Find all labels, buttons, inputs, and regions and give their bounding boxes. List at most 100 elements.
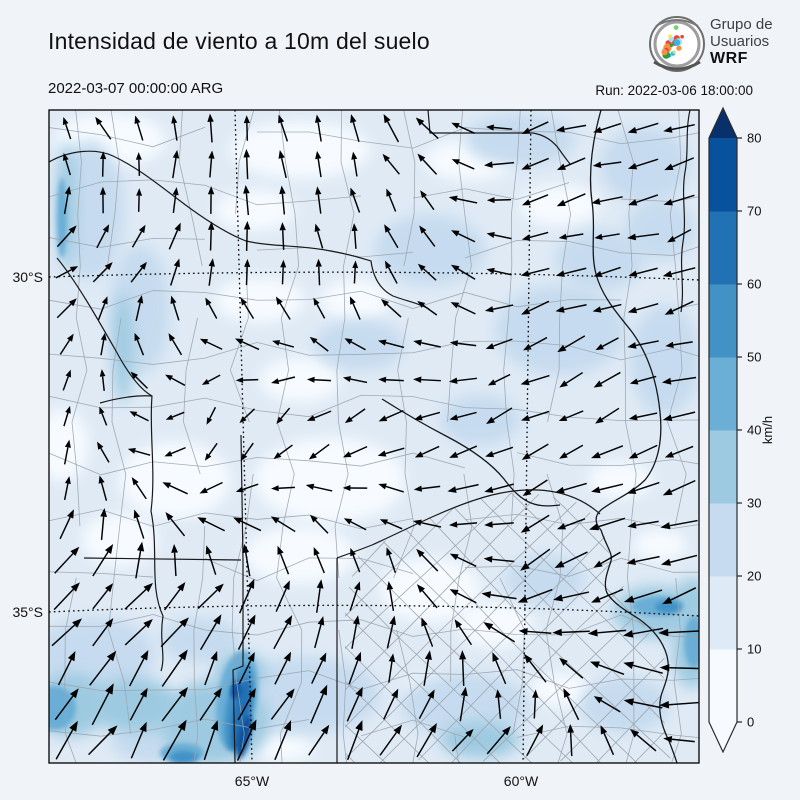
wind-arrow-head [134,115,141,124]
logo-speck [668,34,673,39]
wind-arrow-head [421,617,428,627]
wind-arrow-head [623,595,635,603]
wind-arrow [245,157,249,180]
wind-arrow [352,121,360,143]
wind-arrow-head [659,664,670,672]
wind-arrow-head [305,483,315,490]
longitude-gridline [522,110,532,763]
province-border [427,110,571,165]
wind-arrow [135,413,149,422]
wind-arrow-head [449,340,459,347]
wind-arrow-head [179,617,189,628]
wind-arrow [59,516,71,540]
wind-arrow-head [659,700,670,709]
wind-speed-shading [655,601,681,613]
wind-arrow [100,516,105,541]
department-boundary [503,110,521,527]
wind-arrow [281,267,284,285]
wind-arrow-head [377,450,387,457]
wind-arrow [63,447,69,465]
wind-arrow-head [313,546,320,556]
wind-arrow [533,697,537,719]
wind-arrow-head [199,338,209,345]
wind-arrow [597,629,627,634]
wind-arrow [274,729,288,761]
wind-arrow-head [380,298,390,307]
wind-arrow-head [384,224,391,233]
wind-arrow-head [349,296,356,305]
wind-arrow [494,373,511,383]
wind-arrow-head [213,614,222,625]
department-boundary [345,491,671,763]
wind-arrow-head [100,508,108,518]
wind-arrow [172,157,177,179]
wind-arrow [457,522,478,526]
longitude-tick-label: 65°W [235,773,270,789]
wind-arrow [383,696,396,720]
wind-arrow-head [239,416,247,424]
wind-arrow [635,233,660,238]
colorbar-tick-label: 10 [747,642,761,657]
wind-arrow-head [247,614,256,625]
wind-arrow-head [521,163,531,170]
wind-arrow [100,447,110,463]
wind-arrow [492,522,514,526]
wind-arrow-head [419,225,427,234]
wind-arrow [668,701,699,706]
wind-arrow [418,696,432,720]
wind-arrow-head [164,450,173,457]
wind-arrow [492,161,515,166]
wind-arrow [207,374,221,383]
wind-arrow-head [627,126,638,134]
wind-arrow [172,194,177,213]
wind-arrow-head [413,519,422,526]
department-boundary [482,491,671,762]
wind-arrow-head [451,159,460,165]
wind-arrow [564,335,586,349]
river-coastline [589,110,662,531]
wind-arrow-head [627,521,637,529]
wind-arrow [387,267,398,284]
wind-arrow [636,734,657,752]
wind-speed-shading [684,616,699,668]
wind-speed-shading [600,127,690,203]
wind-arrow [314,624,322,649]
wind-arrow [57,659,72,686]
wind-arrow-head [558,415,568,422]
wind-arrow [528,157,549,168]
wind-arrow [199,622,217,651]
wind-arrow [135,483,147,500]
wind-arrow [673,341,693,346]
wind-arrow-head [350,114,357,123]
wind-arrow [55,729,74,760]
wind-arrow [131,231,143,248]
wind-arrow-head [133,509,141,519]
wind-arrow-head [414,451,424,458]
wind-arrow-head [283,720,292,732]
department-boundary [454,733,460,763]
wind-arrow-head [208,150,215,159]
wind-arrow-head [663,198,673,206]
department-boundary [49,340,699,365]
wind-arrow [100,482,108,501]
wind-arrow [352,194,361,213]
wind-arrow-head [521,452,531,460]
wind-arrow [564,518,586,527]
wind-arrow [209,121,213,143]
wind-arrow [385,379,404,382]
wind-speed-shading [320,280,390,320]
wind-arrow [457,304,476,315]
department-boundary [360,719,466,738]
wind-arrow-head [450,264,460,272]
wind-arrow [569,732,573,757]
wind-arrow [386,121,400,143]
wind-arrow [458,625,472,646]
wind-arrow [346,695,360,722]
wind-arrow-head [559,380,568,388]
wind-arrow-head [69,720,78,732]
wind-arrow-head [393,724,403,735]
department-boundary [338,629,347,763]
wind-arrow-head [247,652,255,662]
wind-arrow-head [660,522,671,530]
wind-arrow [136,122,144,141]
